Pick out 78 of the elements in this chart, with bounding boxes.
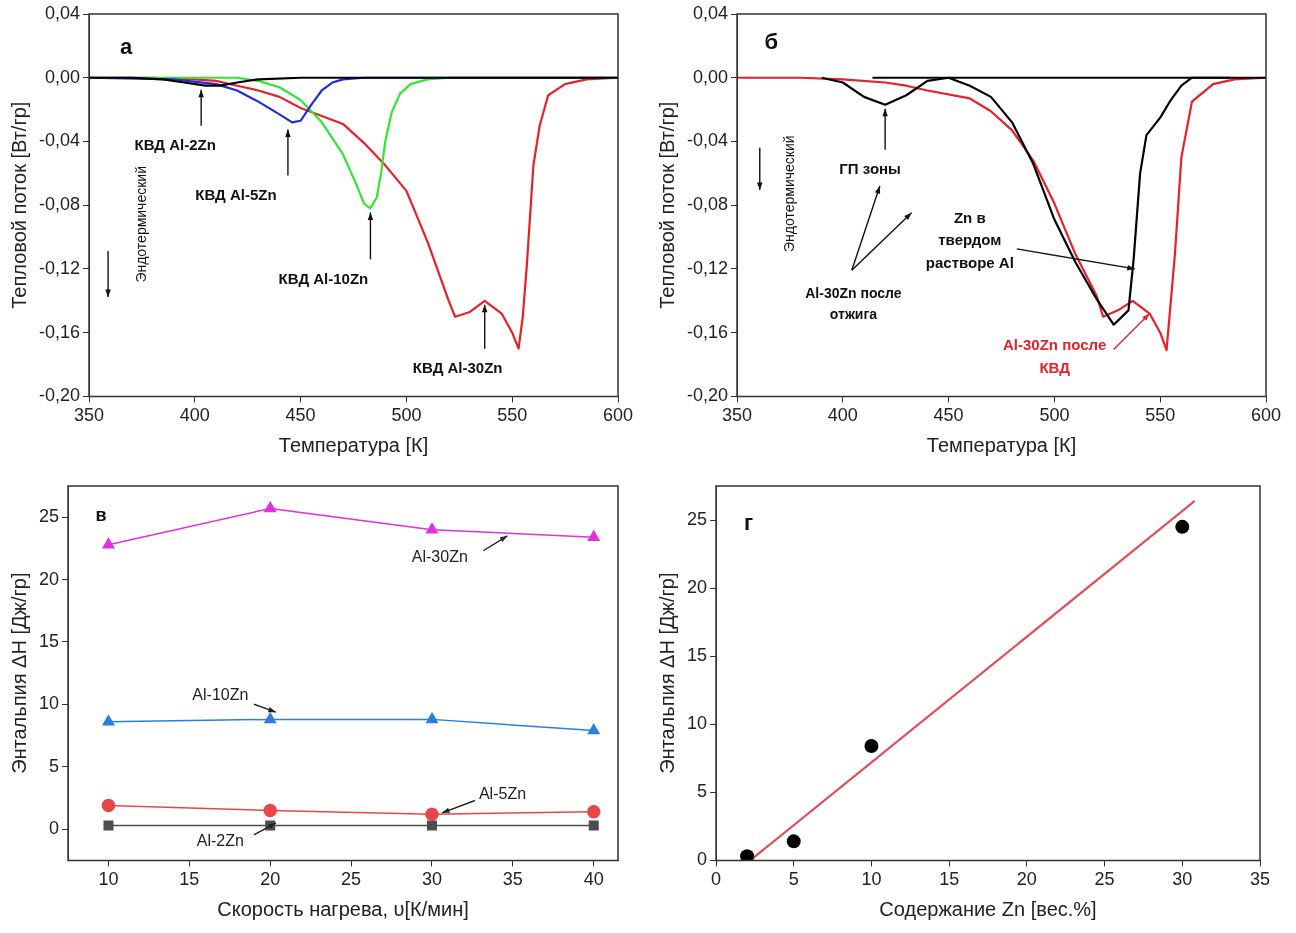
annotation: КВД Al-2Zn xyxy=(134,135,216,153)
series-label: Al-5Zn xyxy=(478,784,527,802)
y-tick-label: 20 xyxy=(38,568,60,589)
y-tick-label: -0,20 xyxy=(687,385,729,406)
y-tick-label: 0,04 xyxy=(692,2,729,23)
y-tick-label: 5 xyxy=(49,755,60,776)
x-tick-label: 35 xyxy=(1249,869,1271,890)
x-tick-label: 350 xyxy=(722,405,753,426)
x-tick-label: 10 xyxy=(98,869,119,890)
y-tick-label: 0 xyxy=(49,818,60,839)
x-tick-label: 450 xyxy=(933,405,964,426)
y-tick-label: 0,00 xyxy=(44,66,81,87)
series-label: Al-2Zn xyxy=(196,831,244,849)
x-tick-label: 600 xyxy=(1250,405,1282,426)
y-tick-label: 25 xyxy=(686,509,708,530)
x-tick-label: 550 xyxy=(1145,405,1176,426)
annotation: в xyxy=(95,504,107,525)
annotation: а xyxy=(119,34,133,60)
x-tick-label: 500 xyxy=(391,405,422,426)
x-axis-title: Температура [К] xyxy=(926,433,1077,456)
y-tick-label: -0,20 xyxy=(39,385,81,406)
y-tick-label: -0,16 xyxy=(687,321,729,342)
y-tick-label: -0,04 xyxy=(687,130,729,151)
y-tick-label: -0,12 xyxy=(39,257,81,278)
y-axis-title: Тепловой поток [Вт/гр] xyxy=(655,101,678,309)
x-tick-label: 25 xyxy=(341,869,362,890)
y-tick-label: -0,08 xyxy=(39,194,81,215)
annotation: г xyxy=(744,509,754,535)
x-tick-label: 350 xyxy=(74,405,105,426)
y-tick-label: 15 xyxy=(686,645,708,666)
y-tick-label: 5 xyxy=(697,781,708,802)
annotation: Zn в твердом растворе Al xyxy=(925,208,1014,271)
y-tick-label: 0,04 xyxy=(44,2,81,23)
x-tick-label: 550 xyxy=(497,405,528,426)
x-tick-label: 400 xyxy=(179,405,210,426)
y-axis-title: Тепловой поток [Вт/гр] xyxy=(7,101,30,309)
annotation: КВД Al-30Zn xyxy=(412,358,503,376)
x-tick-label: 10 xyxy=(861,869,882,890)
y-tick-label: -0,08 xyxy=(687,194,729,215)
y-tick-label: 15 xyxy=(38,630,60,651)
x-tick-label: 5 xyxy=(788,869,799,890)
x-tick-label: 450 xyxy=(285,405,316,426)
annotation: ГП зоны xyxy=(839,159,901,177)
x-axis-title: Температура [К] xyxy=(278,433,429,456)
annotation: КВД Al-5Zn xyxy=(195,185,277,203)
y-tick-label: 20 xyxy=(686,577,708,598)
x-tick-label: 600 xyxy=(602,405,634,426)
x-tick-label: 400 xyxy=(827,405,858,426)
x-tick-label: 15 xyxy=(939,869,960,890)
x-tick-label: 30 xyxy=(1172,869,1193,890)
x-tick-label: 40 xyxy=(583,869,604,890)
x-tick-label: 35 xyxy=(502,869,523,890)
x-tick-label: 20 xyxy=(1016,869,1037,890)
series-label: Al-30Zn xyxy=(411,547,468,565)
annotation: Эндотермический xyxy=(132,166,149,283)
y-tick-label: -0,16 xyxy=(39,321,81,342)
y-tick-label: -0,12 xyxy=(687,257,729,278)
y-tick-label: -0,04 xyxy=(39,130,81,151)
x-tick-label: 20 xyxy=(260,869,281,890)
x-axis-title: Скорость нагрева, υ[К/мин] xyxy=(217,897,469,920)
y-tick-label: 0,00 xyxy=(692,66,729,87)
y-tick-label: 10 xyxy=(686,713,708,734)
y-axis-title: Энтальпия ΔH [Дж/гр] xyxy=(655,572,678,774)
y-tick-label: 25 xyxy=(38,506,60,527)
annotation: Al-30Zn после КВД xyxy=(1003,336,1107,376)
series-label: Al-10Zn xyxy=(192,686,249,704)
annotation: Al-30Zn после отжига xyxy=(805,284,902,322)
annotation: КВД Al-10Zn xyxy=(278,269,369,287)
x-tick-label: 500 xyxy=(1039,405,1070,426)
y-tick-label: 10 xyxy=(38,693,60,714)
x-tick-label: 30 xyxy=(421,869,442,890)
y-axis-title: Энтальпия ΔH [Дж/гр] xyxy=(7,572,30,774)
annotation: Эндотермический xyxy=(780,135,797,253)
annotation: б xyxy=(764,28,779,54)
x-tick-label: 25 xyxy=(1094,869,1115,890)
x-axis-title: Содержание Zn [вес.%] xyxy=(879,897,1097,920)
x-tick-label: 15 xyxy=(179,869,200,890)
y-tick-label: 0 xyxy=(697,849,708,870)
